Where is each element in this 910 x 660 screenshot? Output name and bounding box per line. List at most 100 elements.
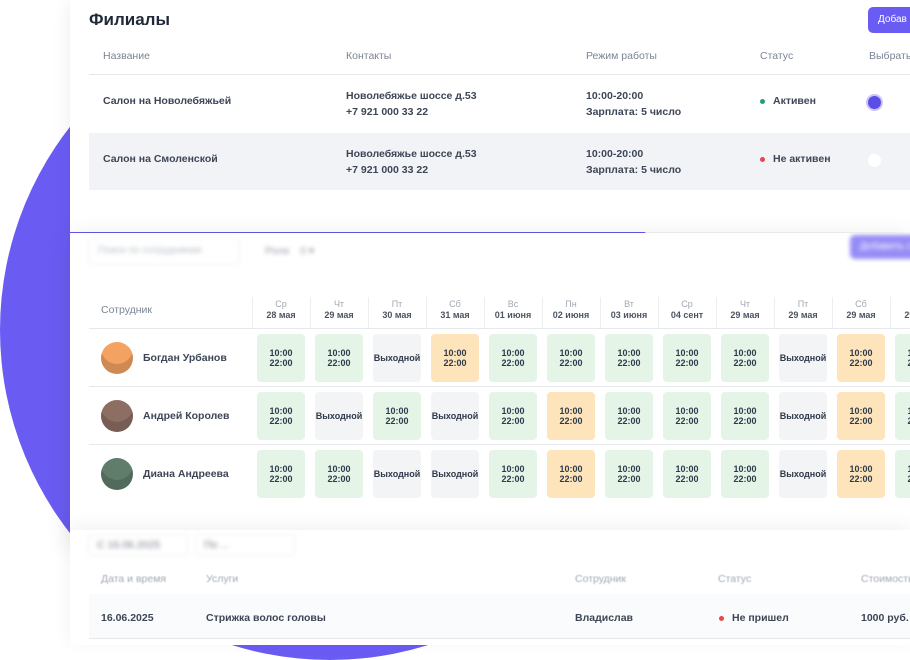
shift-text: 10:00: [849, 348, 873, 358]
column-separator: [890, 297, 891, 329]
shift-text: 10:00: [675, 406, 699, 416]
shift-text: 10:00: [501, 464, 525, 474]
add-button[interactable]: Добавить с: [850, 235, 910, 259]
shift-text: 22:00: [849, 474, 873, 484]
column-header: Сотрудник: [101, 304, 153, 316]
shift-text: 22:00: [849, 416, 873, 426]
column-separator: [426, 297, 427, 329]
status-text: Не активен: [773, 153, 831, 165]
shift-text: 22:00: [675, 474, 699, 484]
shift-text: 22:00: [269, 358, 293, 368]
shift-cell[interactable]: Выходной: [431, 392, 479, 440]
shift-cell[interactable]: Выходной: [779, 392, 827, 440]
weekday: Пт: [391, 299, 403, 309]
search-field[interactable]: Поиск по сотрудникам: [88, 237, 240, 265]
shift-cell[interactable]: Выходной: [779, 334, 827, 382]
day-date: 03 июня: [610, 310, 648, 320]
shift-text: 22:00: [501, 416, 525, 426]
shift-text: 10:00: [385, 406, 409, 416]
employee-name: Андрей Королев: [143, 410, 230, 422]
shift-text: 22:00: [617, 474, 641, 484]
avatar: [101, 400, 133, 432]
shift-cell[interactable]: Выходной: [779, 450, 827, 498]
shift-text: 10:00: [327, 464, 351, 474]
day-date: 29 мая: [324, 310, 354, 320]
shift-text: 10:00: [501, 348, 525, 358]
select-radio[interactable]: [868, 96, 881, 109]
date-to[interactable]: По ...: [195, 534, 295, 556]
select-radio[interactable]: [868, 154, 881, 167]
shift-text: 10:00: [617, 464, 641, 474]
weekday: Ср: [275, 299, 287, 309]
shift-cell[interactable]: Выходной: [431, 450, 479, 498]
shift-text: Выходной: [431, 411, 479, 421]
roles-filter[interactable]: Роли 0 ▾: [265, 245, 315, 257]
title: Филиалы: [89, 10, 170, 29]
orders-card: С 16.06.2025 По ... Дата и время Услуги …: [70, 530, 910, 645]
shift-text: 22:00: [327, 474, 351, 484]
shift-text: 22:00: [733, 358, 757, 368]
day-date: 31 мая: [440, 310, 470, 320]
branch-name: Салон на Смоленской: [103, 153, 218, 165]
divider: [89, 74, 910, 75]
add-button[interactable]: Добав: [868, 7, 910, 33]
column-header: Услуги: [206, 573, 239, 585]
day-date: 29 мая: [846, 310, 876, 320]
order-row[interactable]: 16.06.2025 Стрижка волос головы Владисла…: [89, 594, 910, 639]
column-header: Дата и время: [101, 573, 167, 585]
day-date: 29 мая: [904, 310, 910, 320]
shift-text: 10:00: [733, 464, 757, 474]
roles-count: 0: [300, 245, 306, 257]
branch-salary: Зарплата: 5 число: [586, 106, 682, 118]
branch-hours: 10:00-20:00: [586, 148, 644, 160]
branch-row[interactable]: Салон на Новолебяжьей Новолебяжье шоссе д…: [89, 75, 910, 132]
shift-cell[interactable]: Выходной: [373, 450, 421, 498]
shift-text: 22:00: [501, 474, 525, 484]
shift-cell[interactable]: Выходной: [373, 334, 421, 382]
shift-text: Выходной: [373, 353, 421, 363]
column-header: Режим работы: [586, 50, 657, 62]
shift-cell[interactable]: Выходной: [315, 392, 363, 440]
row-divider: [89, 386, 910, 387]
avatar: [101, 458, 133, 490]
column-header: Статус: [760, 50, 794, 62]
day-date: 29 мая: [788, 310, 818, 320]
avatar: [101, 342, 133, 374]
weekday: Пт: [797, 299, 809, 309]
branch-phone: +7 921 000 33 22: [346, 164, 429, 176]
date-from[interactable]: С 16.06.2025: [88, 534, 188, 556]
branch-name: Салон на Новолебяжьей: [103, 95, 232, 107]
column-separator: [252, 297, 253, 329]
branch-row[interactable]: Салон на Смоленской Новолебяжье шоссе д.5…: [89, 133, 910, 190]
shift-text: 22:00: [327, 358, 351, 368]
